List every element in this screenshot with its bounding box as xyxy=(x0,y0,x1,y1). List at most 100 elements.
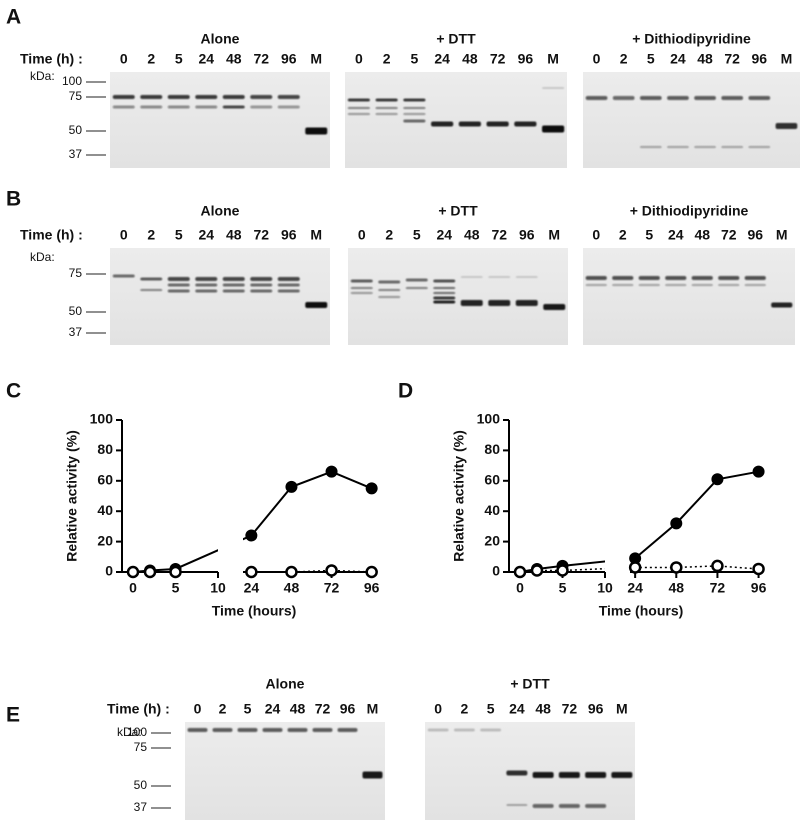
y-tick-label: 80 xyxy=(484,441,500,457)
lane-label: 0 xyxy=(120,51,128,67)
lane-label: 24 xyxy=(668,227,684,243)
gel-band xyxy=(612,96,635,100)
time-label: Time (h) : xyxy=(20,227,83,243)
x-axis-label: Time (hours) xyxy=(599,603,684,619)
data-point xyxy=(530,564,544,577)
gel-band xyxy=(403,98,426,102)
lane-label: 24 xyxy=(436,227,452,243)
gel xyxy=(185,722,385,820)
x-tick-label: 5 xyxy=(559,580,567,596)
gel-band xyxy=(638,284,660,286)
gel-band xyxy=(486,121,509,127)
lane-label: 96 xyxy=(518,51,534,67)
lane-label: 5 xyxy=(175,227,183,243)
y-tick-label: 100 xyxy=(477,411,501,427)
x-tick-label: 24 xyxy=(627,580,643,596)
gel-band xyxy=(167,283,190,287)
panel-label: C xyxy=(6,380,21,403)
gel-band xyxy=(140,277,163,281)
gel-band xyxy=(718,284,740,286)
lane-label: 5 xyxy=(647,51,655,67)
lane-label: 72 xyxy=(253,227,269,243)
data-point xyxy=(143,565,157,579)
gel-band xyxy=(262,728,283,732)
gel-band xyxy=(403,119,426,123)
x-axis-label: Time (hours) xyxy=(212,603,297,619)
gel-title: + Dithiodipyridine xyxy=(630,203,749,219)
gel-band xyxy=(140,95,163,99)
gel-band xyxy=(250,289,273,293)
x-tick-label: 48 xyxy=(668,580,684,596)
x-tick-label: 96 xyxy=(751,580,767,596)
gel-band xyxy=(140,105,163,109)
gel-band xyxy=(195,105,218,109)
lane-label: 72 xyxy=(562,701,578,717)
gel-band xyxy=(558,772,580,778)
gel-band xyxy=(195,95,218,99)
gel-title: Alone xyxy=(266,676,305,692)
lane-label: 72 xyxy=(724,51,740,67)
lane-label: 48 xyxy=(464,227,480,243)
lane-label: 2 xyxy=(219,701,227,717)
data-point xyxy=(752,465,765,478)
marker-label: 37 xyxy=(69,147,83,161)
gel-band xyxy=(665,284,687,286)
gel-band xyxy=(721,96,744,100)
gel-band xyxy=(222,95,245,99)
data-point xyxy=(752,562,765,576)
marker-label: 75 xyxy=(69,266,83,280)
lane-label: 5 xyxy=(175,51,183,67)
gel-band xyxy=(362,771,383,779)
gel-band xyxy=(514,121,537,127)
gel-band xyxy=(167,277,190,281)
gel-band xyxy=(453,728,475,732)
y-tick-label: 40 xyxy=(484,502,500,518)
gel-band xyxy=(222,105,245,109)
gel-band xyxy=(167,289,190,293)
data-point xyxy=(670,561,683,574)
gel-band xyxy=(515,300,538,306)
gel-title: + Dithiodipyridine xyxy=(632,31,751,47)
gel-band xyxy=(543,304,566,310)
lane-label: 48 xyxy=(535,701,551,717)
gel-band xyxy=(748,146,771,148)
lane-label: 0 xyxy=(120,227,128,243)
gel-band xyxy=(771,302,793,308)
gel-band xyxy=(585,276,607,280)
marker-label: 75 xyxy=(69,89,83,103)
lane-label: M xyxy=(548,227,560,243)
lane-label: 0 xyxy=(358,227,366,243)
data-point xyxy=(245,565,258,579)
lane-label: 96 xyxy=(340,701,356,717)
y-tick-label: 20 xyxy=(484,532,500,548)
gel-band xyxy=(611,772,633,778)
data-point xyxy=(628,561,642,574)
gel-band xyxy=(277,283,300,287)
y-axis-label: Relative activity (%) xyxy=(451,430,467,562)
gel xyxy=(345,72,567,168)
gel-band xyxy=(665,276,687,280)
lane-label: M xyxy=(616,701,628,717)
lane-label: 5 xyxy=(410,51,418,67)
gel-band xyxy=(612,284,634,286)
gel-band xyxy=(585,96,608,100)
x-tick-label: 0 xyxy=(129,580,137,596)
lane-label: 24 xyxy=(265,701,281,717)
gel-band xyxy=(167,105,190,109)
lane-label: 2 xyxy=(383,51,391,67)
gel-band xyxy=(532,804,554,808)
gel-band xyxy=(718,276,740,280)
gel-band xyxy=(195,283,218,287)
gel-band xyxy=(585,804,607,808)
gel-band xyxy=(167,95,190,99)
lane-label: 2 xyxy=(385,227,393,243)
x-tick-label: 72 xyxy=(324,580,340,596)
lane-label: 2 xyxy=(147,51,155,67)
gel-band xyxy=(433,287,456,289)
x-tick-label: 10 xyxy=(210,580,226,596)
gel-band xyxy=(612,276,634,280)
lane-label: 24 xyxy=(670,51,686,67)
gel-band xyxy=(691,284,713,286)
gel-band xyxy=(431,121,454,127)
